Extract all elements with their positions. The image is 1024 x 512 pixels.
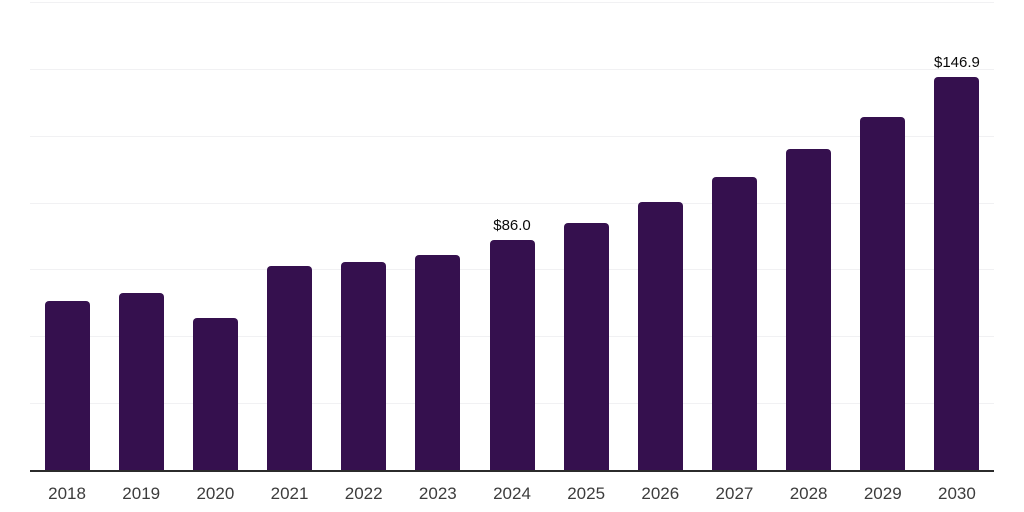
x-tick-label-2024: 2024 (493, 484, 531, 503)
x-tick-label-2026: 2026 (641, 484, 680, 503)
x-tick-label-2018: 2018 (48, 484, 86, 503)
x-tick-label-2021: 2021 (270, 484, 309, 503)
x-tick-label-2028: 2028 (789, 484, 828, 503)
x-tick-label-2022: 2022 (344, 484, 383, 503)
bar-2027 (711, 177, 757, 470)
value-label-2030: $146.9 (933, 54, 980, 72)
bar-2028 (786, 149, 832, 470)
bar-2018 (44, 301, 90, 470)
bar-2025 (563, 223, 609, 470)
bar-2022 (341, 262, 387, 470)
x-tick-label-2020: 2020 (196, 484, 235, 503)
bar-2021 (267, 266, 313, 470)
gridline-150 (30, 68, 994, 70)
x-tick-label-2025: 2025 (567, 484, 606, 503)
bar-2019 (118, 293, 164, 470)
value-label-2024: $86.0 (493, 217, 531, 234)
bar-2029 (860, 116, 906, 470)
bar-2026 (637, 201, 683, 470)
x-tick-label-2023: 2023 (418, 484, 457, 503)
x-tick-label-2029: 2029 (863, 484, 902, 503)
bar-2023 (415, 255, 461, 470)
gridline-175 (30, 2, 994, 3)
x-tick-label-2030: 2030 (938, 484, 976, 503)
gridline-125 (30, 135, 994, 137)
bar-2020 (192, 318, 238, 470)
bar-2030 (934, 77, 980, 470)
x-tick-label-2027: 2027 (715, 484, 754, 503)
x-axis-line (30, 470, 994, 472)
x-tick-label-2019: 2019 (122, 484, 161, 503)
gridline-100 (30, 202, 994, 204)
bar-2024 (489, 240, 535, 470)
